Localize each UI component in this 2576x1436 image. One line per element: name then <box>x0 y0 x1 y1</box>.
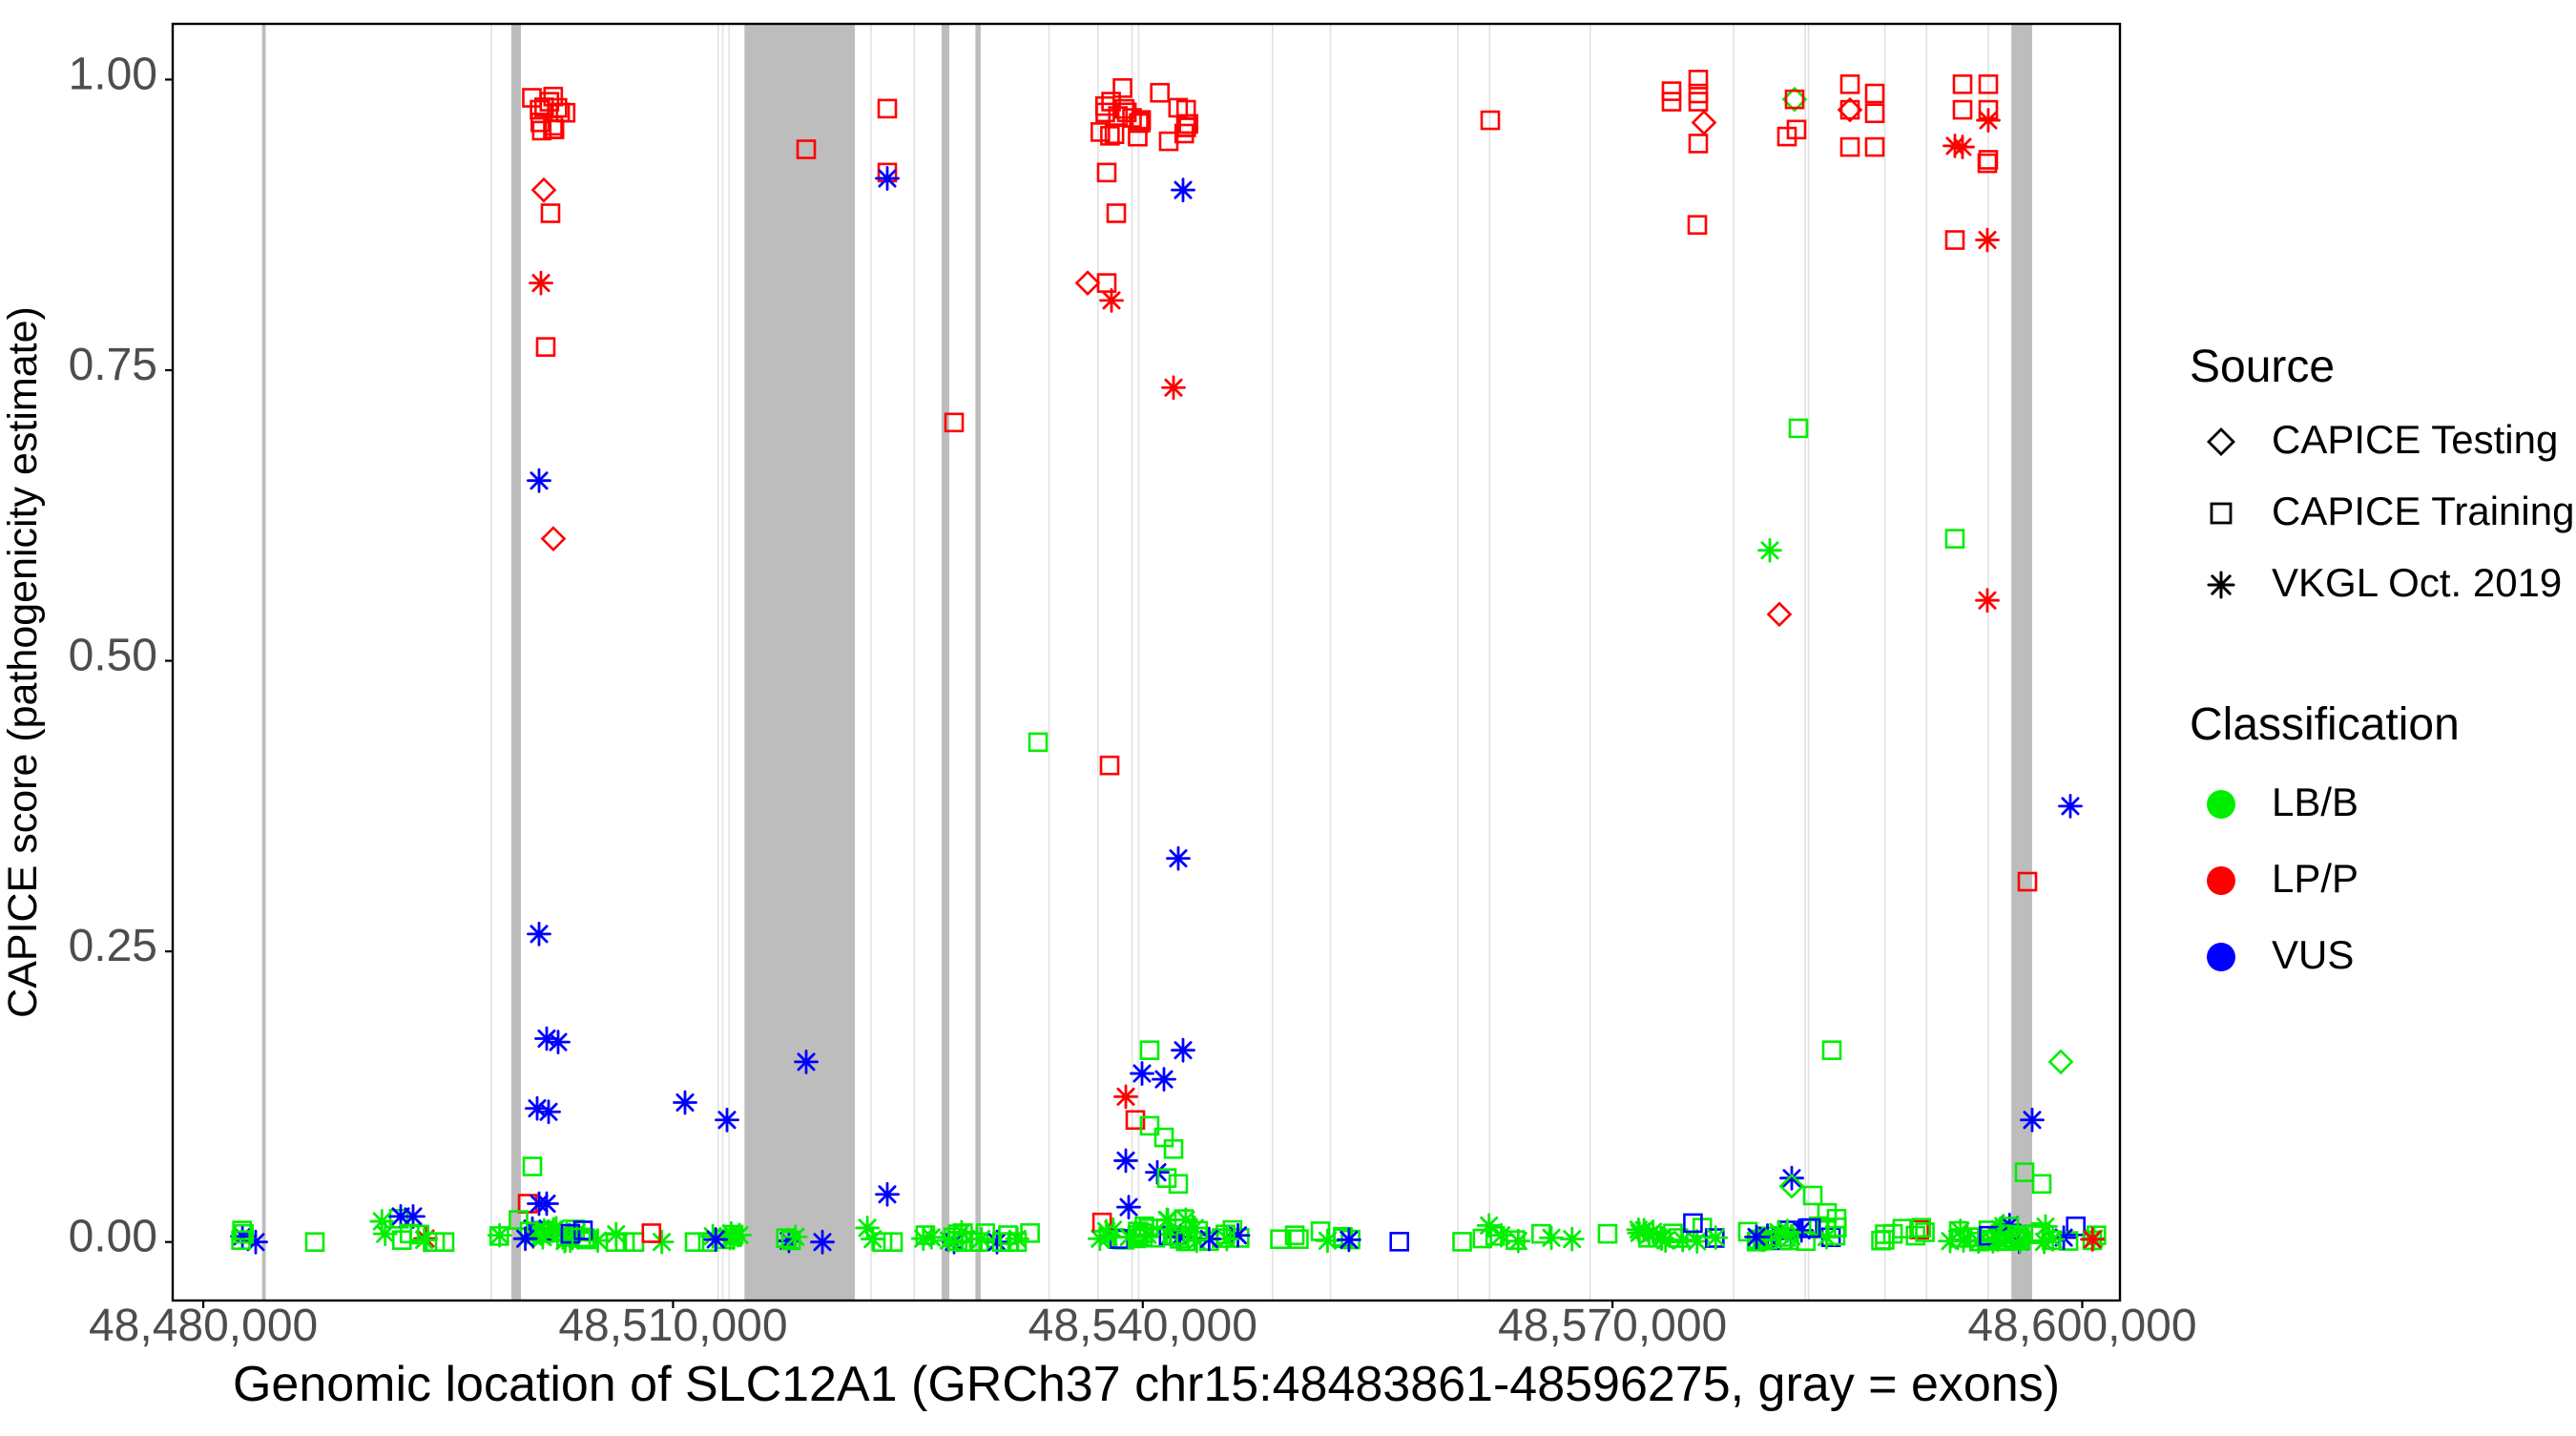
svg-text:48,570,000: 48,570,000 <box>1498 1301 1727 1351</box>
svg-text:VKGL Oct. 2019: VKGL Oct. 2019 <box>2272 560 2562 605</box>
svg-text:0.25: 0.25 <box>69 921 157 971</box>
svg-text:0.00: 0.00 <box>69 1212 157 1262</box>
svg-text:Source: Source <box>2190 342 2335 392</box>
svg-text:CAPICE Testing: CAPICE Testing <box>2272 417 2558 462</box>
svg-text:LB/B: LB/B <box>2272 780 2358 824</box>
svg-text:Genomic location of SLC12A1 (G: Genomic location of SLC12A1 (GRCh37 chr1… <box>233 1357 2060 1412</box>
svg-text:48,540,000: 48,540,000 <box>1028 1301 1257 1351</box>
svg-text:0.75: 0.75 <box>69 340 157 390</box>
svg-text:48,510,000: 48,510,000 <box>558 1301 787 1351</box>
svg-text:CAPICE score (pathogenicity es: CAPICE score (pathogenicity estimate) <box>0 306 46 1018</box>
svg-text:Classification: Classification <box>2190 699 2460 750</box>
svg-text:48,480,000: 48,480,000 <box>89 1301 318 1351</box>
svg-text:0.50: 0.50 <box>69 631 157 681</box>
svg-text:1.00: 1.00 <box>69 49 157 99</box>
svg-text:VUS: VUS <box>2272 932 2354 977</box>
svg-text:LP/P: LP/P <box>2272 856 2358 901</box>
svg-text:48,600,000: 48,600,000 <box>1967 1301 2196 1351</box>
svg-text:CAPICE Training: CAPICE Training <box>2272 489 2574 533</box>
